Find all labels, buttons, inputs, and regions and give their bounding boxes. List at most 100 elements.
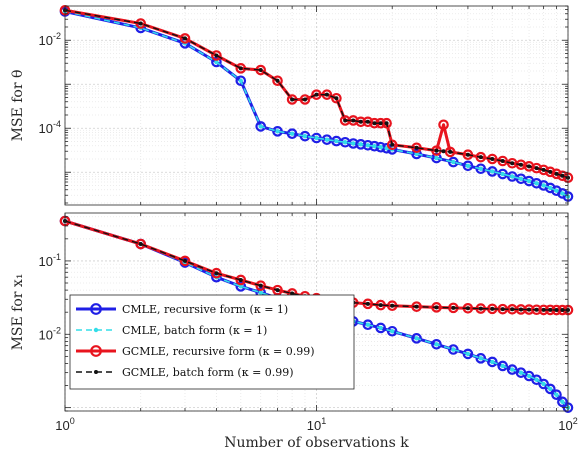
data-point	[331, 92, 342, 104]
data-point	[235, 75, 247, 87]
axes	[64, 212, 569, 412]
data-point	[343, 118, 348, 123]
data-point	[490, 156, 495, 161]
theta-mse-panel: 10-2 10-4 MSE for θ	[10, 4, 574, 206]
data-point	[497, 168, 509, 180]
data-point	[557, 396, 568, 408]
data-point	[526, 178, 532, 184]
data-point	[451, 347, 456, 352]
data-point	[526, 373, 532, 379]
data-point	[538, 378, 549, 390]
legend-marker	[90, 303, 102, 315]
data-point	[211, 267, 222, 279]
data-point	[290, 291, 295, 296]
data-point	[365, 301, 370, 306]
data-point	[214, 53, 219, 58]
data-point	[551, 185, 562, 197]
data-point	[290, 97, 295, 102]
data-point	[448, 156, 459, 168]
legend-entry: GCMLE, recursive form (κ = 0.99)	[122, 345, 315, 358]
series-3	[63, 219, 570, 313]
y-tick-label: 10-2	[39, 31, 61, 48]
data-point	[414, 145, 419, 150]
data-point	[182, 258, 187, 263]
data-point	[258, 124, 263, 129]
data-point	[506, 364, 518, 375]
data-point	[375, 322, 387, 334]
data-point	[510, 307, 515, 312]
data-point	[272, 284, 283, 296]
data-point	[465, 152, 470, 157]
data-point	[351, 118, 356, 123]
data-point	[527, 307, 532, 312]
data-point	[551, 168, 562, 180]
data-point	[182, 36, 187, 41]
data-point	[434, 155, 439, 161]
data-point	[238, 284, 243, 289]
data-point	[314, 135, 319, 141]
data-point	[534, 307, 539, 312]
data-point	[255, 280, 267, 291]
data-point	[438, 119, 449, 131]
data-point	[500, 159, 505, 164]
data-point	[289, 131, 295, 136]
data-point	[478, 356, 483, 361]
data-point	[486, 166, 498, 177]
data-point	[541, 307, 546, 312]
data-point	[518, 176, 524, 181]
data-point	[211, 56, 222, 68]
data-point	[490, 306, 495, 311]
data-point	[258, 283, 263, 288]
data-point	[365, 119, 370, 124]
legend-entry: GCMLE, batch form (κ = 0.99)	[122, 366, 294, 379]
data-point	[390, 142, 395, 147]
data-point	[510, 174, 515, 179]
data-point	[302, 97, 307, 102]
data-point	[431, 339, 442, 350]
data-point	[497, 155, 509, 167]
data-point	[362, 319, 374, 331]
data-point	[490, 359, 495, 365]
data-point	[548, 185, 553, 191]
data-point	[538, 164, 549, 176]
x-tick-label: 100	[55, 416, 74, 433]
data-point	[386, 139, 398, 151]
data-point	[258, 290, 263, 295]
legend-marker	[94, 370, 98, 374]
data-point	[451, 305, 456, 310]
data-point	[342, 140, 348, 145]
data-point	[324, 137, 330, 142]
data-point	[378, 325, 383, 331]
data-point	[478, 306, 483, 311]
data-point	[272, 75, 283, 87]
data-point	[554, 308, 559, 313]
data-point	[214, 59, 219, 65]
data-point	[179, 33, 191, 44]
data-point	[414, 304, 419, 309]
data-point	[462, 149, 474, 161]
data-point	[138, 21, 143, 26]
legend-entry: CMLE, batch form (κ = 1)	[122, 324, 267, 337]
data-point	[534, 181, 539, 186]
data-point	[365, 143, 371, 148]
y-tick-label: 10-1	[39, 252, 61, 269]
x1-mse-panel: 10-1 10-2 100 101 102 MSE for x₁ Number of obs…	[10, 212, 578, 451]
data-point	[378, 303, 383, 308]
data-point	[179, 255, 191, 267]
data-point	[324, 92, 329, 97]
data-point	[372, 144, 377, 149]
data-point	[557, 170, 568, 182]
legend: CMLE, recursive form (κ = 1) CMLE, batch …	[69, 294, 355, 390]
grid	[64, 5, 569, 205]
data-point	[560, 191, 565, 196]
legend-marker	[93, 327, 99, 333]
data-point	[358, 119, 363, 124]
data-point	[500, 171, 505, 177]
data-point	[235, 281, 247, 292]
data-point	[448, 344, 459, 355]
data-point	[500, 307, 505, 312]
data-point	[255, 121, 267, 132]
data-point	[554, 188, 559, 193]
data-point	[478, 155, 483, 160]
